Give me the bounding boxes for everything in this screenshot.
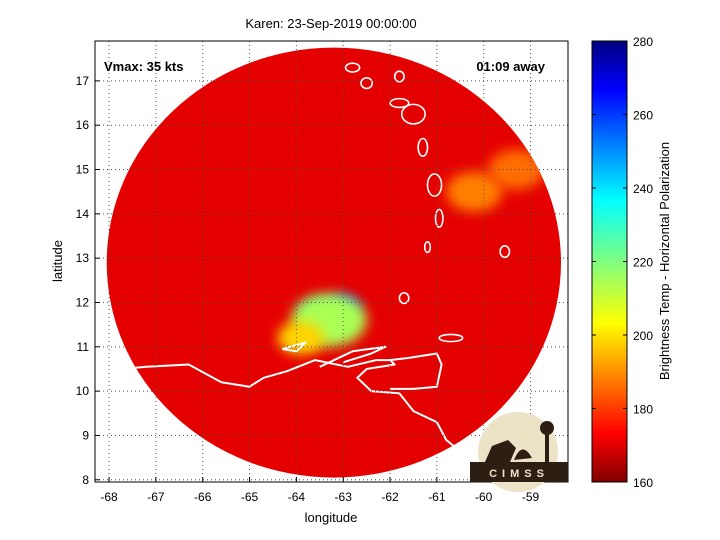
island-9 xyxy=(398,291,410,305)
y-tick-label: 9 xyxy=(82,428,89,442)
colorbar-tick-label: 280 xyxy=(633,35,653,49)
colorbar-tick-label: 200 xyxy=(633,329,653,343)
chart-title: Karen: 23-Sep-2019 00:00:00 xyxy=(245,16,416,31)
feature-4 xyxy=(446,171,503,212)
x-axis: -68 -67 -66 -65 -64 -63 -62 -61 -60 -59 xyxy=(100,477,540,504)
island-5 xyxy=(417,137,429,158)
logo-radar-dish xyxy=(485,440,516,462)
y-tick-label: 11 xyxy=(77,340,90,354)
island-2 xyxy=(393,70,405,83)
y-tick-label: 10 xyxy=(76,384,90,398)
colorbar-ticks: 160 180 200 220 240 260 280 xyxy=(592,35,653,490)
logo-tower-top xyxy=(540,421,554,435)
y-tick-label: 16 xyxy=(76,118,90,132)
colorbar-tick-label: 160 xyxy=(633,476,653,490)
grid xyxy=(95,41,568,482)
coastline xyxy=(106,341,494,478)
x-axis-label: longitude xyxy=(305,510,358,525)
features xyxy=(277,149,545,355)
y-tick-label: 13 xyxy=(76,251,90,265)
plot-area xyxy=(95,41,568,482)
y-tick-label: 17 xyxy=(76,74,90,88)
y-tick-label: 14 xyxy=(76,207,90,221)
axes-frame xyxy=(94,40,569,483)
x-tick-label: -67 xyxy=(147,490,165,504)
colorbar-label: Brightness Temp - Horizontal Polarizatio… xyxy=(657,142,672,380)
colorbar: 160 180 200 220 240 260 280 Brightness Temp - … xyxy=(591,35,672,490)
coastline-segment-3 xyxy=(319,345,387,368)
x-tick-label: -68 xyxy=(100,490,118,504)
island-4 xyxy=(400,103,426,125)
logo-tower xyxy=(545,430,549,462)
x-tick-label: -63 xyxy=(335,490,353,504)
island-1 xyxy=(360,76,374,90)
x-tick-label: -60 xyxy=(475,490,493,504)
y-tick-label: 8 xyxy=(82,473,89,487)
x-tick-label: -59 xyxy=(522,490,540,504)
islands xyxy=(344,62,511,343)
colorbar-tick-label: 220 xyxy=(633,256,653,270)
island-7 xyxy=(434,208,444,228)
colorbar-tick-label: 240 xyxy=(633,182,653,196)
y-tick-label: 15 xyxy=(76,163,90,177)
y-axis-label: latitude xyxy=(50,240,65,282)
y-axis: 8 9 10 11 12 13 14 15 16 17 xyxy=(76,74,100,487)
logo-text: CIMSS xyxy=(489,468,549,480)
logo-banner xyxy=(470,462,568,482)
colorbar-tick-label: 260 xyxy=(633,109,653,123)
coastline-segment-2 xyxy=(282,341,307,353)
swath-background xyxy=(106,47,561,478)
swath xyxy=(106,47,561,478)
coastline-segment-0 xyxy=(106,359,494,478)
y-tick-label: 12 xyxy=(76,295,90,309)
colorbar-tick-label: 180 xyxy=(633,403,653,417)
x-tick-label: -62 xyxy=(381,490,399,504)
coastline-segment-1 xyxy=(389,352,443,390)
logo-dome xyxy=(514,449,532,460)
vmax-annotation: Vmax: 35 kts xyxy=(104,59,184,74)
x-tick-label: -66 xyxy=(194,490,212,504)
island-10 xyxy=(499,244,511,259)
cimss-logo: CIMSS xyxy=(470,412,568,492)
island-8 xyxy=(423,240,432,254)
island-11 xyxy=(438,333,464,343)
feature-5 xyxy=(488,149,545,190)
colorbar-gradient xyxy=(591,40,628,483)
x-tick-label: -65 xyxy=(241,490,259,504)
time-away-annotation: 01:09 away xyxy=(476,59,545,74)
x-tick-label: -64 xyxy=(288,490,306,504)
x-tick-label: -61 xyxy=(428,490,446,504)
island-6 xyxy=(426,173,443,197)
island-3 xyxy=(389,97,410,109)
island-0 xyxy=(344,62,361,73)
